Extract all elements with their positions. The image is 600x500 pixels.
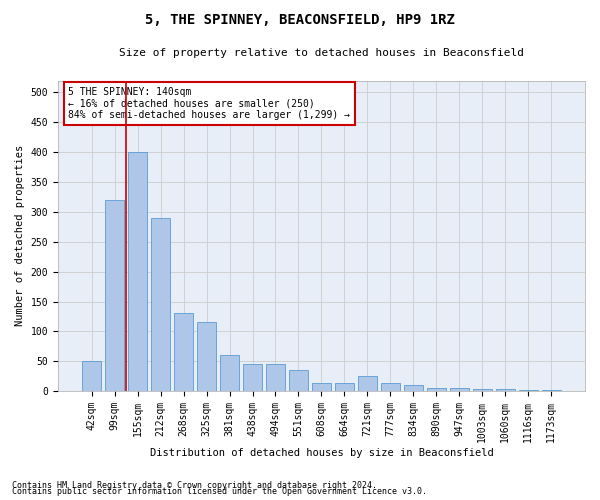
Bar [496, 388, 515, 391]
Bar [404, 385, 423, 391]
Text: Contains HM Land Registry data © Crown copyright and database right 2024.: Contains HM Land Registry data © Crown c… [12, 481, 377, 490]
Bar [243, 364, 262, 391]
Bar [220, 356, 239, 391]
Bar [266, 364, 285, 391]
Bar [105, 200, 124, 391]
Bar [197, 322, 217, 391]
X-axis label: Distribution of detached houses by size in Beaconsfield: Distribution of detached houses by size … [149, 448, 493, 458]
Bar [174, 314, 193, 391]
Bar [289, 370, 308, 391]
Text: 5, THE SPINNEY, BEACONSFIELD, HP9 1RZ: 5, THE SPINNEY, BEACONSFIELD, HP9 1RZ [145, 12, 455, 26]
Bar [380, 384, 400, 391]
Bar [335, 384, 354, 391]
Bar [311, 384, 331, 391]
Y-axis label: Number of detached properties: Number of detached properties [15, 145, 25, 326]
Bar [518, 390, 538, 391]
Text: 5 THE SPINNEY: 140sqm
← 16% of detached houses are smaller (250)
84% of semi-det: 5 THE SPINNEY: 140sqm ← 16% of detached … [68, 86, 350, 120]
Bar [542, 390, 561, 391]
Text: Contains public sector information licensed under the Open Government Licence v3: Contains public sector information licen… [12, 487, 427, 496]
Title: Size of property relative to detached houses in Beaconsfield: Size of property relative to detached ho… [119, 48, 524, 58]
Bar [473, 388, 492, 391]
Bar [449, 388, 469, 391]
Bar [358, 376, 377, 391]
Bar [128, 152, 148, 391]
Bar [427, 388, 446, 391]
Bar [151, 218, 170, 391]
Bar [82, 361, 101, 391]
